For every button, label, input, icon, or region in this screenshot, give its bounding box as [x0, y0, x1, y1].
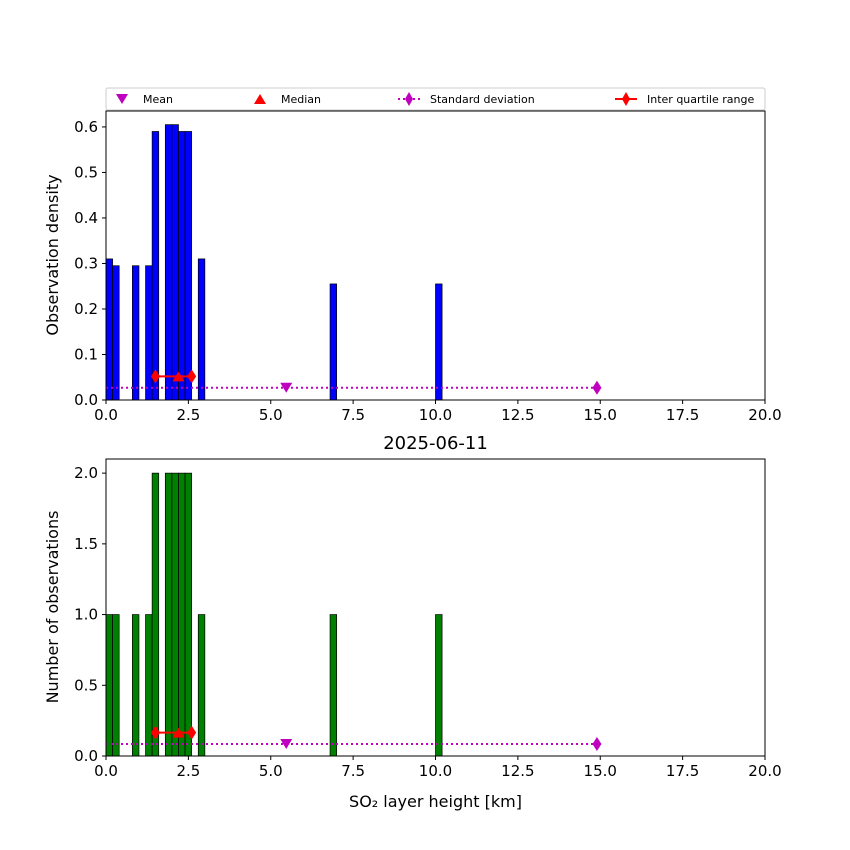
density-bar-11: [435, 283, 443, 401]
count-bar-3: [145, 614, 153, 757]
density-x-tick-label-2: 5.0: [259, 406, 283, 424]
density-bar-8: [184, 131, 193, 401]
count-y-tick-label-1: 0.5: [74, 676, 98, 694]
density-iqr-end-marker: [187, 369, 197, 384]
count-iqr-end-marker: [187, 725, 197, 740]
density-plot: 0.0 2.5 5.0 7.5 10.0 12.5 15.0 17.5 20.0 0.00.10…: [43, 110, 782, 424]
density-x-tick-label-5: 12.5: [501, 406, 534, 424]
density-y-tick-label-0: 0.0: [74, 391, 98, 409]
count-plot: 2025-06-11 0.0 2.5 5.0 7.5 10.0 12.5 15.0 17.5 2…: [43, 433, 782, 811]
count-y-axis-label: Number of observations: [43, 511, 62, 704]
count-x-tick-label-0: 0.0: [94, 762, 118, 780]
count-y-axis: 0.0 0.5 1.0 1.5 2.0: [74, 464, 106, 765]
density-bar-10: [329, 283, 337, 401]
density-x-tick-label-6: 15.0: [584, 406, 617, 424]
count-plot-title: 2025-06-11: [383, 433, 488, 454]
density-bar-6: [171, 124, 179, 401]
count-x-axis: 0.0 2.5 5.0 7.5 10.0 12.5 15.0 17.5 20.0: [94, 756, 782, 780]
count-bar-0: [105, 614, 113, 757]
density-y-axis-label: Observation density: [43, 174, 62, 335]
count-x-tick-label-8: 20.0: [748, 762, 781, 780]
legend: Mean Median Standard deviation Inter qua…: [105, 87, 766, 111]
density-y-tick-label-5: 0.5: [74, 163, 98, 181]
count-x-tick-label-1: 2.5: [176, 762, 200, 780]
count-bar-4: [151, 472, 160, 757]
density-bar-2: [132, 265, 140, 401]
density-mean-marker: [280, 382, 293, 393]
density-x-tick-label-1: 2.5: [176, 406, 200, 424]
density-bar-4: [151, 131, 160, 401]
density-y-tick-label-4: 0.4: [74, 209, 98, 227]
legend-frame: [105, 87, 766, 111]
count-x-tick-label-3: 7.5: [341, 762, 365, 780]
density-iqr-start-marker: [150, 369, 160, 384]
density-y-tick-label-3: 0.3: [74, 254, 98, 272]
count-x-tick-label-4: 10.0: [419, 762, 452, 780]
density-x-tick-label-8: 20.0: [748, 406, 781, 424]
count-bar-2: [132, 614, 140, 757]
count-iqr-start-marker: [150, 725, 160, 740]
density-x-tick-label-7: 17.5: [666, 406, 699, 424]
density-y-axis: 0.0 0.1 0.2 0.3 0.4 0.5 0.6: [74, 118, 106, 409]
density-x-tick-label-0: 0.0: [94, 406, 118, 424]
density-statistics: [106, 369, 602, 395]
density-bar-5: [164, 124, 173, 401]
legend-median-label: Median: [281, 93, 321, 106]
count-x-tick-label-7: 17.5: [666, 762, 699, 780]
count-y-tick-label-3: 1.5: [74, 535, 98, 553]
count-bar-9: [197, 614, 206, 757]
density-y-tick-label-1: 0.1: [74, 345, 98, 363]
count-bar-10: [329, 614, 337, 757]
count-bar-1: [112, 614, 120, 757]
count-mean-marker: [280, 738, 293, 749]
density-y-tick-label-6: 0.6: [74, 118, 98, 136]
legend-mean-label: Mean: [143, 93, 173, 106]
density-bar-7: [178, 131, 186, 401]
legend-std-label: Standard deviation: [430, 93, 535, 106]
density-std-marker: [592, 380, 602, 395]
density-bar-0: [105, 258, 113, 401]
density-bar-1: [112, 265, 120, 401]
density-x-tick-label-3: 7.5: [341, 406, 365, 424]
count-bar-11: [435, 614, 443, 757]
legend-iqr-marker: [622, 92, 630, 106]
legend-iqr-label: Inter quartile range: [647, 93, 754, 106]
count-bar-5: [164, 472, 173, 757]
count-bar-6: [171, 472, 179, 757]
legend-mean-marker: [116, 94, 128, 104]
count-y-tick-label-2: 1.0: [74, 606, 98, 624]
density-x-axis: 0.0 2.5 5.0 7.5 10.0 12.5 15.0 17.5 20.0: [94, 400, 782, 424]
legend-std-marker: [405, 92, 413, 106]
count-y-tick-label-0: 0.0: [74, 747, 98, 765]
count-std-marker: [592, 736, 602, 751]
density-bar-9: [197, 258, 206, 401]
density-x-tick-label-4: 10.0: [419, 406, 452, 424]
density-median-marker: [172, 371, 185, 382]
density-bars: [105, 124, 443, 401]
count-x-tick-label-5: 12.5: [501, 762, 534, 780]
count-y-tick-label-4: 2.0: [74, 464, 98, 482]
count-statistics: [106, 725, 602, 751]
count-bar-8: [184, 472, 193, 757]
count-median-marker: [172, 727, 185, 738]
count-x-tick-label-6: 15.0: [584, 762, 617, 780]
count-x-axis-label: SO₂ layer height [km]: [349, 792, 522, 811]
count-x-tick-label-2: 5.0: [259, 762, 283, 780]
count-bars: [105, 472, 443, 757]
legend-median-marker: [254, 94, 266, 104]
density-bar-3: [145, 265, 153, 401]
count-bar-7: [178, 472, 186, 757]
density-y-tick-label-2: 0.2: [74, 300, 98, 318]
